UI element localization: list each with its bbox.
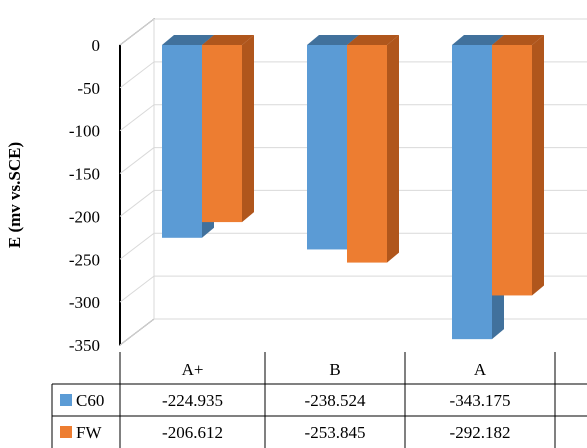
gridline-diagonal xyxy=(119,18,155,46)
gridline-diagonal xyxy=(119,232,155,260)
chart-walls xyxy=(119,17,155,347)
category-label: B xyxy=(329,360,340,379)
side-wall xyxy=(119,17,155,347)
data-table: A+ B A C60 -224.935 -238.524 -343.175 FW -206.61… xyxy=(51,352,587,448)
category-label: A+ xyxy=(182,360,204,379)
y-tick-label: -50 xyxy=(77,79,100,98)
bar-fw-0 xyxy=(202,35,254,223)
y-axis-label: E (mv vs.SCE) xyxy=(5,142,24,248)
y-axis: 0 -50 -100 -150 -200 -250 -300 -350 xyxy=(69,36,100,355)
y-tick-label: -300 xyxy=(69,293,100,312)
y-tick-label: -350 xyxy=(69,336,100,355)
table-value: -206.612 xyxy=(162,423,223,442)
y-tick-label: -200 xyxy=(69,207,100,226)
bar-front xyxy=(202,45,242,223)
table-value: -292.182 xyxy=(450,423,511,442)
bar-top xyxy=(347,35,399,45)
bar-top xyxy=(492,35,544,45)
bar-top xyxy=(452,35,504,45)
gridline-diagonal xyxy=(119,275,155,303)
bar-top xyxy=(202,35,254,45)
bar-top xyxy=(162,35,214,45)
table-value: -224.935 xyxy=(162,391,223,410)
bar-fw-1 xyxy=(347,35,399,263)
gridline-diagonal xyxy=(119,104,155,132)
table-value: -238.524 xyxy=(305,391,366,410)
bar-top xyxy=(307,35,359,45)
gridline-diagonal xyxy=(119,147,155,174)
bar-side xyxy=(387,35,399,263)
table-value: -253.845 xyxy=(305,423,366,442)
gridline-diagonal xyxy=(119,318,155,346)
legend-label: FW xyxy=(76,423,102,442)
bar-side xyxy=(532,35,544,296)
legend-key-fw xyxy=(60,426,72,438)
y-tick-label: 0 xyxy=(92,36,101,55)
legend-label: C60 xyxy=(76,391,104,410)
bar-side xyxy=(242,35,254,223)
bar-front xyxy=(162,45,202,238)
y-tick-label: -100 xyxy=(69,122,100,141)
bar-fw-2 xyxy=(492,35,544,296)
category-label: A xyxy=(474,360,487,379)
bar-front xyxy=(452,45,492,340)
bar-front xyxy=(492,45,532,296)
bar-front xyxy=(347,45,387,263)
y-tick-label: -150 xyxy=(69,165,100,184)
y-tick-label: -250 xyxy=(69,250,100,269)
gridline-diagonal xyxy=(119,190,155,217)
legend-key-c60 xyxy=(60,394,72,406)
bars xyxy=(162,35,544,340)
bar-front xyxy=(307,45,347,250)
gridline-diagonal xyxy=(119,61,155,89)
table-value: -343.175 xyxy=(450,391,511,410)
